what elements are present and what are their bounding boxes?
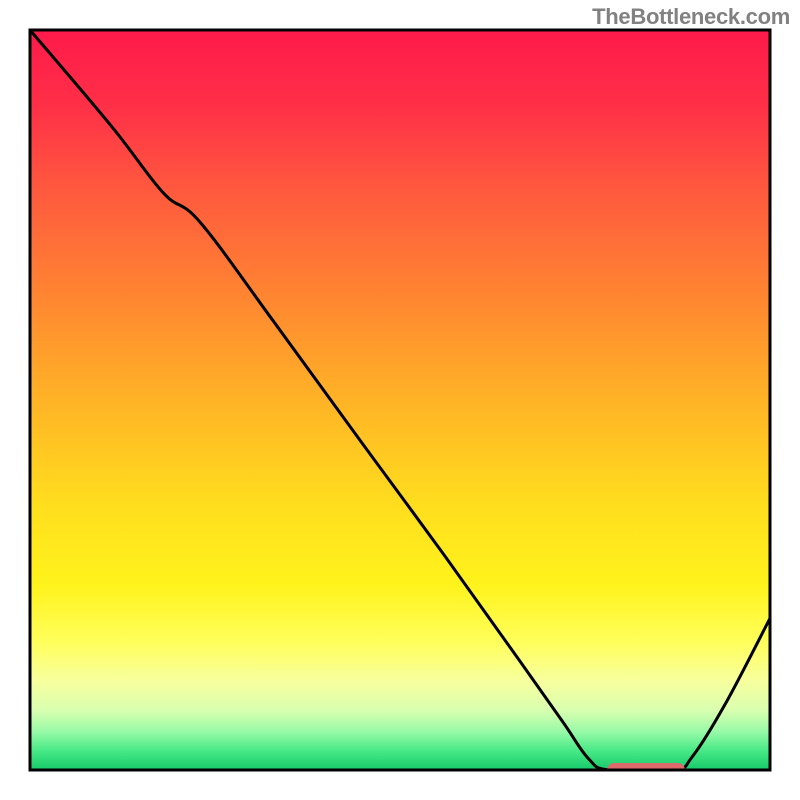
plot-background xyxy=(30,30,770,770)
chart-svg xyxy=(0,0,800,800)
chart-container: TheBottleneck.com xyxy=(0,0,800,800)
